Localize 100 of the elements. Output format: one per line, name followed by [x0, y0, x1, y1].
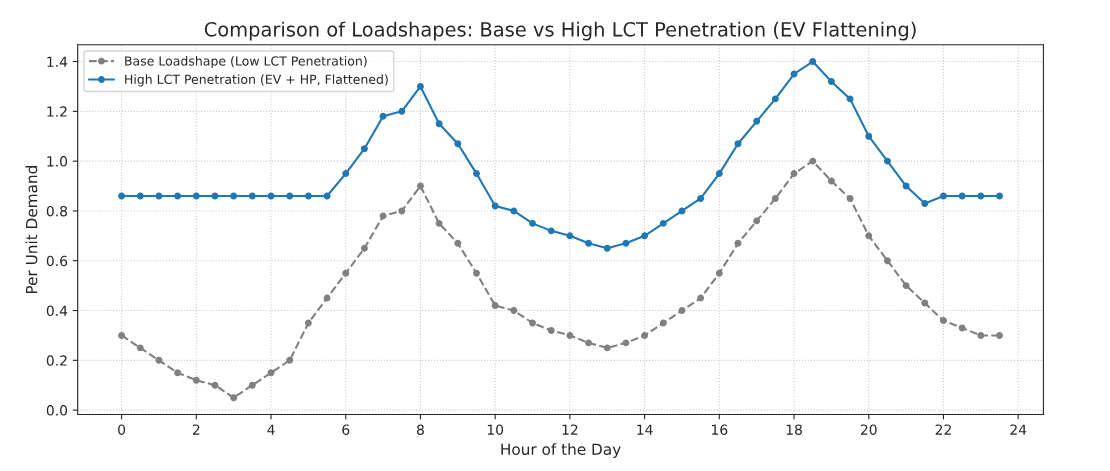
point: [566, 232, 574, 240]
point: [659, 219, 667, 227]
point: [921, 299, 929, 307]
x-tick-label: 24: [1010, 424, 1027, 435]
point: [585, 239, 593, 247]
point: [360, 145, 368, 153]
y-tick-label: 1.0: [47, 156, 68, 167]
point: [136, 192, 144, 200]
point: [697, 294, 705, 302]
point: [473, 170, 480, 178]
point: [192, 376, 200, 384]
point: [753, 117, 761, 125]
x-tick-label: 16: [712, 424, 728, 435]
point: [529, 319, 536, 327]
point: [641, 331, 649, 339]
point: [398, 207, 406, 215]
point: [734, 140, 742, 148]
point: [977, 192, 985, 200]
chart-title: Comparison of Loadshapes: Base vs High LCT Penetration (EV Flattening): [204, 21, 916, 41]
point: [174, 192, 182, 200]
point: [715, 269, 723, 277]
y-tick-label: 0.2: [46, 355, 67, 366]
point: [155, 356, 163, 364]
point: [678, 307, 686, 314]
point: [940, 192, 947, 200]
point: [977, 331, 985, 339]
point: [118, 331, 126, 339]
point: [360, 244, 368, 252]
point: [192, 192, 200, 200]
point: [809, 58, 817, 66]
point: [827, 78, 835, 85]
point: [958, 192, 966, 200]
x-tick-label: 20: [860, 424, 877, 435]
point: [342, 170, 350, 178]
y-tick-label: 0.6: [46, 255, 68, 267]
x-tick-label: 8: [416, 424, 424, 435]
point: [865, 232, 873, 240]
x-tick-label: 12: [562, 424, 578, 435]
point: [267, 369, 275, 377]
point: [715, 170, 723, 178]
point: [940, 317, 947, 324]
point: [846, 195, 854, 202]
point: [865, 132, 873, 140]
y-tick-label: 0.8: [46, 205, 68, 217]
point: [603, 344, 611, 352]
point: [697, 195, 705, 202]
point: [304, 192, 312, 200]
y-tick-label: 1.4: [47, 56, 68, 67]
point: [771, 95, 779, 103]
point: [174, 369, 182, 377]
point: [454, 239, 462, 247]
point: [416, 82, 424, 90]
point: [585, 339, 593, 347]
legend-label: High LCT Penetration (EV + HP, Flattened): [125, 74, 388, 87]
point: [809, 157, 817, 165]
point: [547, 326, 555, 334]
point: [379, 112, 387, 120]
point: [118, 192, 126, 200]
point: [435, 219, 443, 227]
point: [566, 331, 574, 339]
x-axis-title: Hour of the Day: [501, 443, 621, 458]
x-tick-label: 4: [267, 424, 275, 435]
x-tick-label: 10: [487, 424, 504, 435]
y-axis-title: Per Unit Demand: [25, 166, 38, 294]
point: [510, 207, 518, 215]
point: [304, 319, 312, 327]
point: [902, 282, 910, 290]
point: [827, 177, 835, 185]
point: [771, 195, 779, 202]
x-tick-label: 0: [118, 424, 126, 435]
point: [416, 182, 424, 190]
point: [342, 269, 350, 277]
point: [230, 192, 238, 200]
point: [996, 331, 1003, 339]
y-tick-label: 1.2: [47, 106, 67, 117]
x-tick-label: 6: [342, 424, 350, 435]
point: [753, 217, 761, 225]
point: [211, 381, 219, 389]
point: [230, 394, 238, 402]
point: [659, 319, 667, 327]
point: [398, 107, 406, 115]
point: [790, 170, 798, 178]
point: [622, 239, 630, 247]
point: [529, 219, 536, 227]
point: [603, 244, 611, 252]
point: [510, 307, 518, 314]
point: [435, 120, 443, 128]
point: [286, 356, 294, 364]
x-tick-label: 14: [637, 424, 653, 435]
point: [921, 200, 929, 207]
point: [883, 257, 891, 265]
y-tick-label: 0.0: [46, 405, 68, 416]
point: [473, 269, 480, 277]
point: [547, 227, 555, 235]
point: [641, 232, 649, 240]
x-tick-label: 18: [786, 424, 802, 435]
x-tick-label: 2: [192, 424, 200, 435]
x-tick-label: 22: [935, 424, 951, 435]
point: [136, 344, 144, 352]
y-tick-label: 0.4: [46, 305, 68, 317]
